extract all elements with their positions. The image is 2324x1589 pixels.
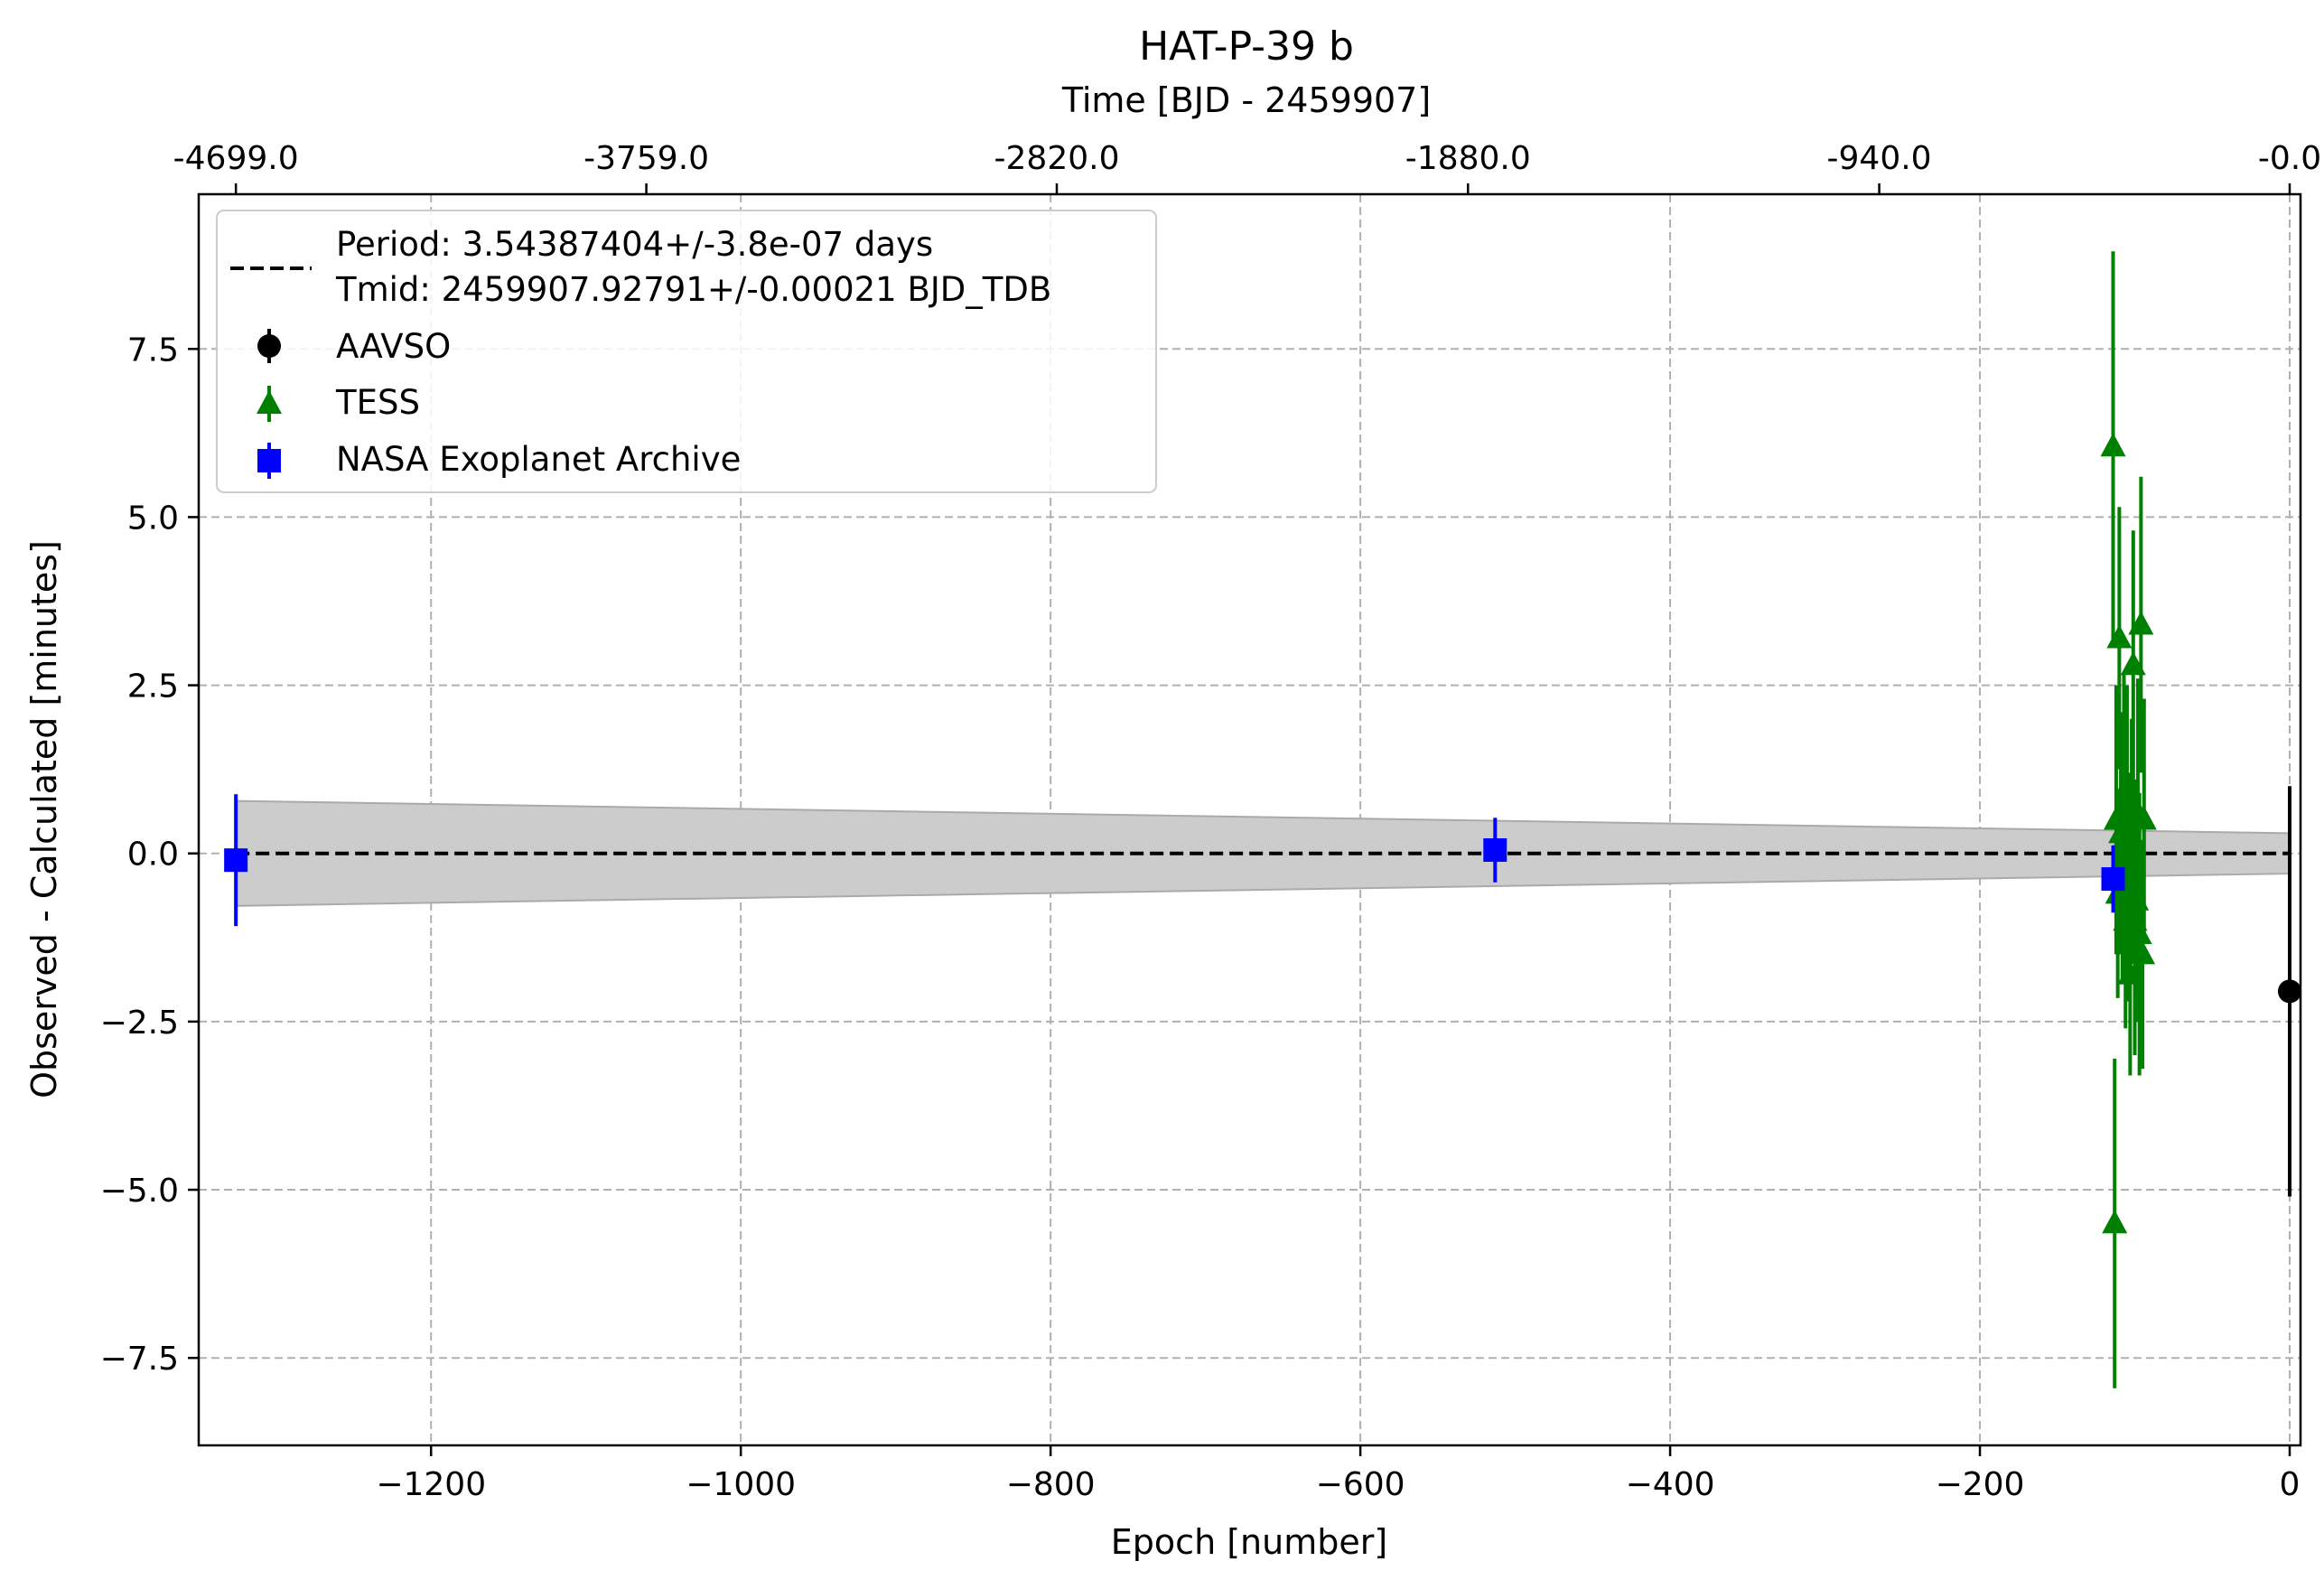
y-tick-label: −2.5	[100, 1005, 179, 1042]
top-axis-title: Time [BJD - 2459907]	[1061, 80, 1431, 120]
chart-title: HAT-P-39 b	[1139, 23, 1354, 70]
legend-fit-period-label: Period: 3.54387404+/-3.8e-07 days	[336, 225, 933, 264]
y-tick-label: 5.0	[127, 500, 179, 537]
y-tick-label: −5.0	[100, 1173, 179, 1210]
series-tess	[2100, 251, 2157, 1388]
x-tick-label: 0	[2280, 1466, 2301, 1503]
legend-aavso-label: AAVSO	[336, 327, 451, 366]
x-tick-label: −1000	[686, 1466, 796, 1503]
series-nasa-exoplanet-archive	[224, 794, 2125, 927]
axis-ticks: −1200 −1000 −800 −600 −400 −200 0 7.5 5.0 2.5 0.0 −…	[100, 140, 2322, 1503]
x-tick-label: −800	[1006, 1466, 1096, 1503]
legend-nasa-swatch	[257, 443, 281, 479]
data-point-tess	[2131, 806, 2157, 830]
legend-nasa-label: NASA Exoplanet Archive	[336, 440, 741, 479]
data-point-nasa	[1483, 838, 1507, 863]
y-tick-label: 2.5	[127, 668, 179, 706]
top-tick-label: -940.0	[1827, 140, 1932, 177]
series-aavso	[2277, 786, 2301, 1197]
legend-tess-label: TESS	[335, 383, 420, 422]
data-point-nasa	[2101, 867, 2125, 892]
data-point-tess	[2100, 433, 2126, 457]
plot-frame	[197, 192, 2302, 1447]
top-tick-label: -2820.0	[994, 140, 1120, 177]
x-tick-label: −400	[1626, 1466, 1715, 1503]
legend-fit-tmid-label: Tmid: 2459907.92791+/-0.00021 BJD_TDB	[335, 270, 1051, 309]
data-point-nasa	[224, 848, 248, 873]
legend-box	[216, 210, 1157, 493]
top-tick-label: -1880.0	[1405, 140, 1531, 177]
x-tick-label: −1200	[376, 1466, 486, 1503]
top-tick-label: -3759.0	[583, 140, 709, 177]
y-tick-label: 0.0	[127, 837, 179, 874]
data-points	[224, 251, 2301, 1388]
y-axis-title: Observed - Calculated [minutes]	[24, 540, 64, 1098]
legend-aavso-swatch	[257, 329, 281, 363]
x-axis-title: Epoch [number]	[1111, 1522, 1387, 1562]
legend-tess-swatch	[257, 386, 282, 422]
x-tick-label: −600	[1316, 1466, 1405, 1503]
y-tick-label: 7.5	[127, 332, 179, 369]
y-tick-label: −7.5	[100, 1341, 179, 1378]
data-point-tess	[2102, 1210, 2128, 1234]
legend: Period: 3.54387404+/-3.8e-07 days Tmid: …	[216, 210, 1157, 493]
data-point-tess	[2128, 611, 2154, 635]
top-tick-label: -0.0	[2258, 140, 2321, 177]
x-tick-label: −200	[1936, 1466, 2025, 1503]
top-tick-label: -4699.0	[173, 140, 299, 177]
data-point-aavso	[2277, 979, 2301, 1004]
data-point-tess	[2130, 940, 2156, 965]
data-point-tess	[2106, 624, 2133, 649]
